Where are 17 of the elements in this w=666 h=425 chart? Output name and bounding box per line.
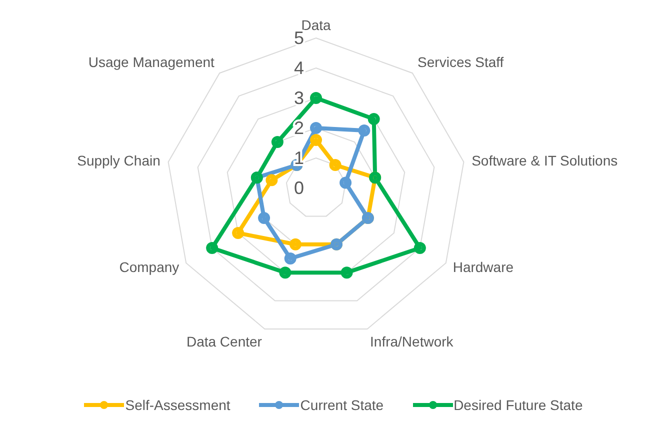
y-tick-label: 5 (294, 28, 304, 48)
y-tick-label: 4 (294, 58, 304, 78)
y-tick-label: 2 (294, 118, 304, 138)
y-tick-label: 0 (294, 178, 304, 198)
spoke-label: Supply Chain (77, 152, 160, 169)
spoke-label: Data (301, 17, 331, 33)
spoke-label: Services Staff (418, 54, 504, 70)
legend-label: Desired Future State (454, 397, 583, 413)
spoke-label: Data Center (186, 333, 262, 350)
legend-label: Current State (300, 397, 384, 413)
spoke-label: Software & IT Solutions (472, 152, 618, 169)
legend-label: Self-Assessment (125, 397, 230, 413)
spoke-label: Usage Management (88, 54, 215, 70)
y-tick-label: 3 (294, 88, 304, 108)
spoke-label: Hardware (452, 258, 514, 275)
spoke-label: Infra/Network (370, 333, 454, 350)
spoke-label: Company (119, 258, 180, 275)
